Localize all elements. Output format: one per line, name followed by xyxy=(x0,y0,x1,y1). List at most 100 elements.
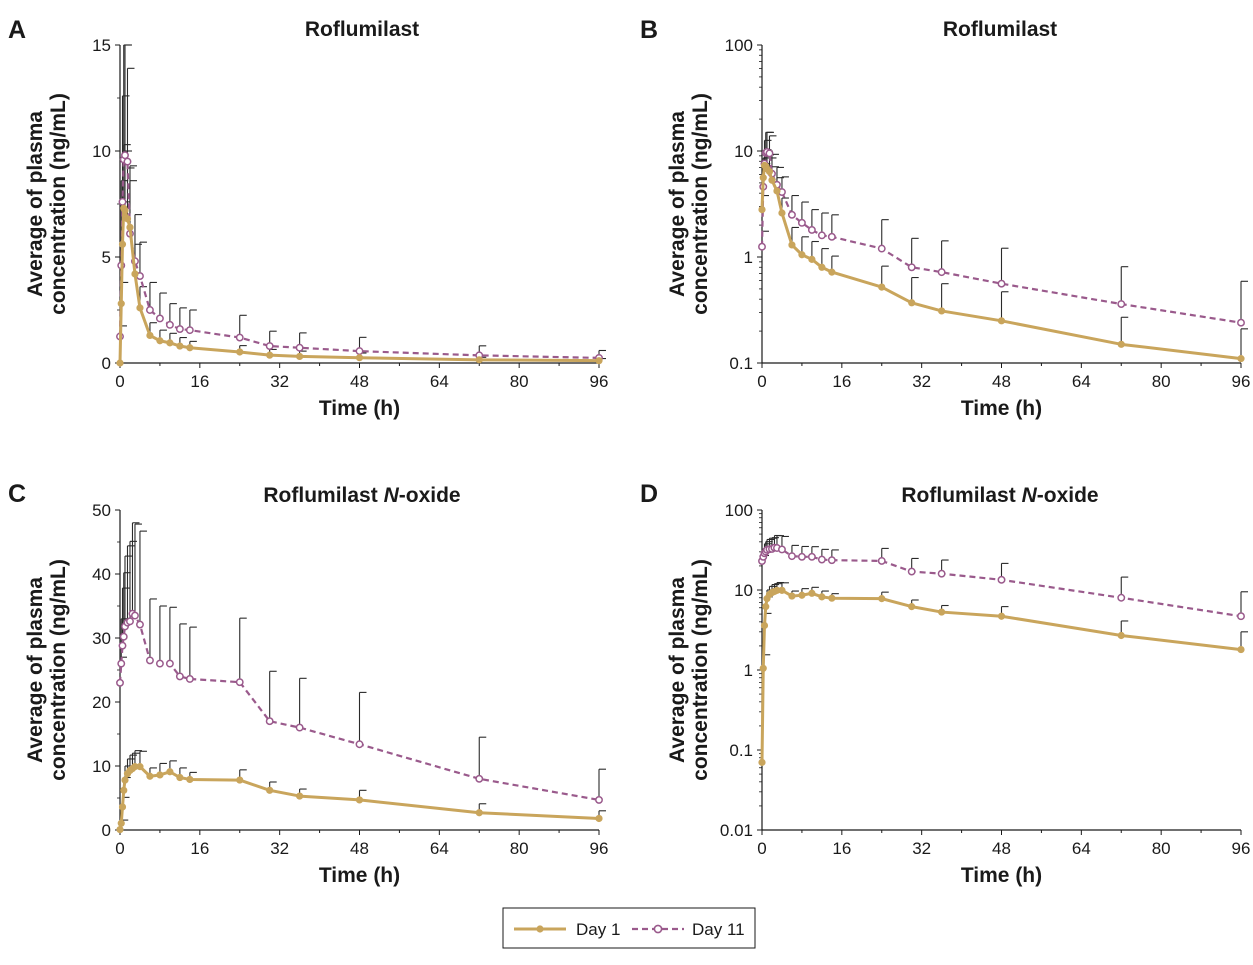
panel-a-day1-point xyxy=(156,337,164,345)
panel-b-day11-point xyxy=(997,279,1006,288)
panel-c-x-tick-label: 16 xyxy=(190,839,209,858)
panel-d-day11-point xyxy=(1237,612,1245,621)
panel-c-x-tick-label: 96 xyxy=(590,839,609,858)
panel-d-day1-point xyxy=(818,593,826,601)
panel-c-day1-point xyxy=(595,814,603,823)
panel-c-day1-point xyxy=(266,786,274,794)
panel-d-day1-point xyxy=(1237,645,1245,654)
panel-b-day11-point xyxy=(787,210,796,219)
panel-b-day11-point xyxy=(1237,318,1245,327)
panel-a-day11-point xyxy=(118,197,127,206)
panel-d-y-title-line1: Average of plasma xyxy=(666,577,689,763)
panel-c-day11-point xyxy=(126,617,134,626)
panel-b-y-tick-label: 100 xyxy=(725,36,753,55)
panel-b-day11-point xyxy=(1117,300,1126,308)
panel-d-day11-point xyxy=(807,552,816,561)
panel-d-y-tick-label: 0.1 xyxy=(729,741,753,760)
panel-b-y-title-line2: concentration (ng/mL) xyxy=(689,93,712,315)
panel-c-y-tick-label: 40 xyxy=(92,565,111,584)
panel-b-day11-point xyxy=(827,232,836,241)
panel-a-day1-point xyxy=(123,215,132,223)
panel-b-x-tick-label: 64 xyxy=(1072,372,1091,391)
panel-a-day11-point xyxy=(235,333,244,342)
panel-d-day1-point xyxy=(788,592,796,600)
panel-d-day1-point xyxy=(778,586,786,594)
panel-a-x-title: Time (h) xyxy=(319,397,400,420)
panel-c-x-tick-label: 64 xyxy=(430,839,449,858)
panel-d-x-tick-label: 32 xyxy=(912,839,931,858)
panel-d-day11-point xyxy=(817,555,826,564)
panel-b-letter: B xyxy=(640,16,658,44)
panel-b-x-tick-label: 96 xyxy=(1232,372,1251,391)
panel-c-y-tick-label: 20 xyxy=(92,693,111,712)
panel-a-y-tick-label: 0 xyxy=(102,354,111,373)
panel-b-day1-point xyxy=(759,174,767,182)
panel-c-y-title-line2: concentration (ng/mL) xyxy=(47,559,70,781)
panel-c-y-tick-label: 50 xyxy=(92,501,111,520)
panel-d-y-tick-label: 0.01 xyxy=(720,821,753,840)
panel-c-day11-point xyxy=(117,659,126,668)
panel-b-day1-point xyxy=(1237,355,1245,363)
panel-d-x-tick-label: 96 xyxy=(1232,839,1251,858)
panel-a-y-tick-label: 10 xyxy=(92,142,111,161)
panel-d-day1-point xyxy=(828,594,836,602)
panel-d-x-tick-label: 0 xyxy=(757,839,766,858)
panel-b-day1-point xyxy=(765,167,774,176)
panel-c-y-title-line1: Average of plasma xyxy=(24,577,47,763)
panel-a-day11-point xyxy=(185,326,194,335)
panel-c-day1-point xyxy=(296,792,304,800)
panel-c-day1-point xyxy=(475,809,483,817)
panel-c-day1-point xyxy=(136,763,144,771)
panel-a-x-tick-label: 80 xyxy=(510,372,529,391)
panel-c-x-title: Time (h) xyxy=(319,864,400,887)
panel-a-day1-point xyxy=(131,270,139,278)
panel-b-x-tick-label: 48 xyxy=(992,372,1011,391)
panel-a-day11-point xyxy=(155,314,164,323)
panel-a-day11-point xyxy=(145,306,154,314)
panel-b-day11-point xyxy=(797,218,806,227)
panel-a-day11-line xyxy=(118,154,600,360)
panel-b-y-tick-label: 10 xyxy=(734,142,753,161)
panel-b-day1-point xyxy=(997,317,1006,325)
panel-c-day1-point xyxy=(236,776,244,784)
legend-day1-marker xyxy=(536,925,544,933)
panel-c-day1-point xyxy=(146,772,154,780)
panel-a-day1-point xyxy=(118,240,127,248)
panel-a-day1-point xyxy=(136,304,144,312)
legend-day1-label: Day 1 xyxy=(576,920,620,939)
panel-a-day1-point xyxy=(116,359,124,367)
panel-b-day1-point xyxy=(788,241,796,249)
panel-b-day1-point xyxy=(758,206,766,214)
panel-b-y-title-line1: Average of plasma xyxy=(666,111,689,297)
panel-c-day11-point xyxy=(116,678,124,687)
panel-a-day1-point xyxy=(121,206,129,214)
panel-d-letter: D xyxy=(640,480,658,508)
panel-a-day11-point xyxy=(123,157,132,166)
panel-a-day11-point xyxy=(355,347,364,356)
panel-b-day11-point xyxy=(758,242,766,251)
panel-a-day1-point xyxy=(236,348,244,356)
panel-c-day11-point xyxy=(165,659,174,668)
panel-a-day1-point xyxy=(266,351,274,359)
panel-b-day1-point xyxy=(798,251,806,259)
panel-c-day11-point xyxy=(295,723,304,732)
panel-d-day1-point xyxy=(759,664,767,672)
panel-b-day1-point xyxy=(818,263,826,271)
panel-c: C Roflumilast N-oxide 0 16 32 48 64 80 96 0 10 20 30… xyxy=(8,480,608,887)
panel-b-day1-point xyxy=(1117,340,1125,348)
panel-b-day11-point xyxy=(907,263,916,272)
panel-c-day1-point xyxy=(121,776,129,784)
panel-a-day11-point xyxy=(175,325,184,334)
panel-c-letter: C xyxy=(8,480,26,508)
panel-a-x-tick-label: 48 xyxy=(350,372,369,391)
panel-d-day11-point xyxy=(907,567,916,576)
panel-a-x-tick-label: 64 xyxy=(430,372,449,391)
panel-c-y-tick-label: 30 xyxy=(92,629,111,648)
panel-d-day1-point xyxy=(808,589,816,597)
panel-c-x-tick-label: 0 xyxy=(115,839,124,858)
panel-c-day1-point xyxy=(166,768,174,776)
panel-a-letter: A xyxy=(8,16,26,44)
panel-d-day11-point xyxy=(787,552,796,561)
